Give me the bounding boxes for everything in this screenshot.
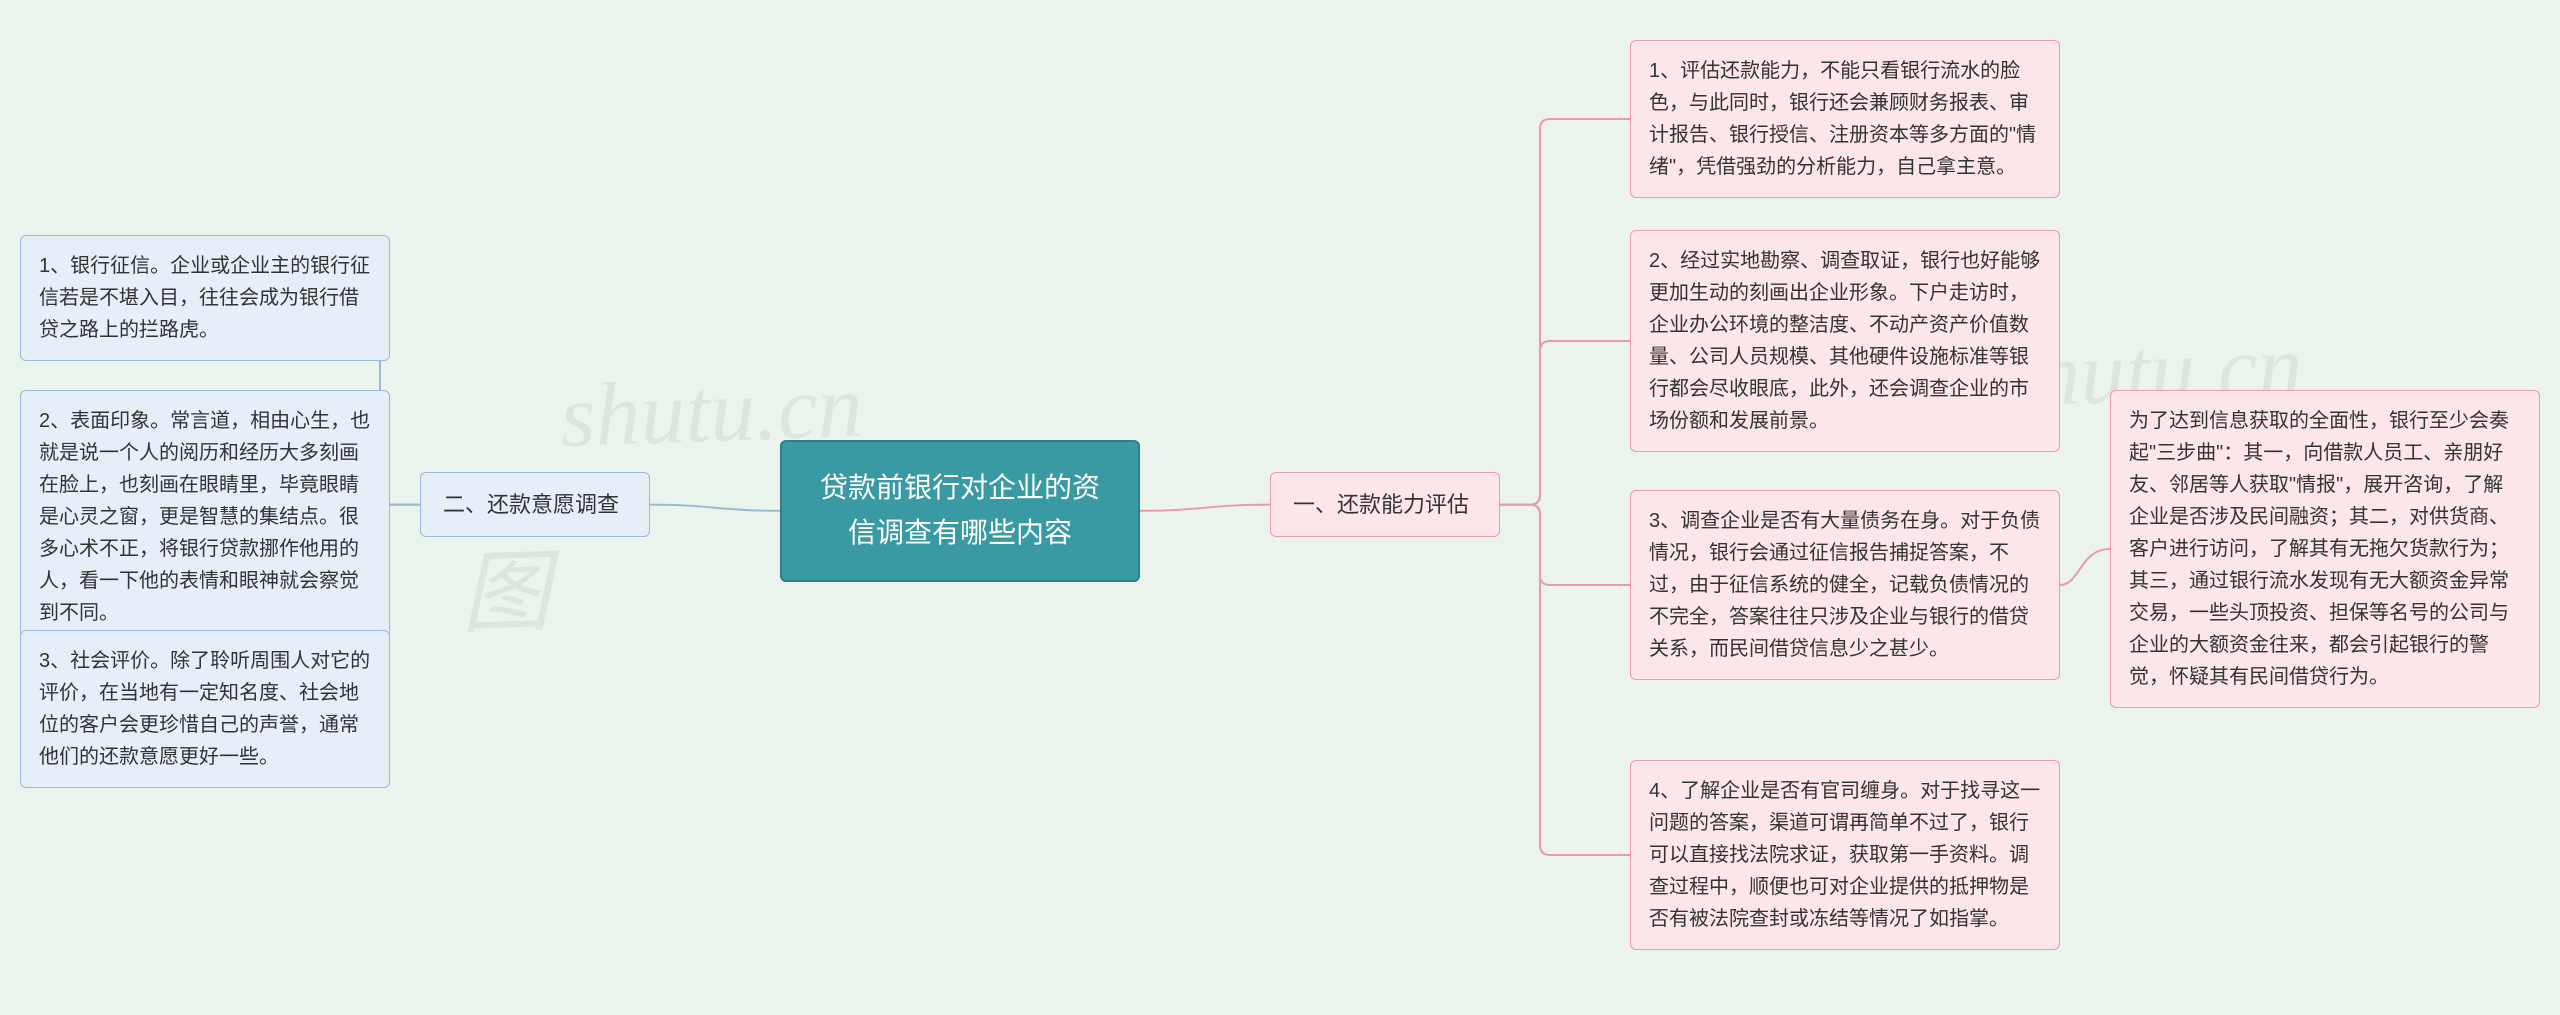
leaf-right-2: 2、经过实地勘察、调查取证，银行也好能够更加生动的刻画出企业形象。下户走访时，企… bbox=[1630, 230, 2060, 452]
leaf-left-1: 1、银行征信。企业或企业主的银行征信若是不堪入目，往往会成为银行借贷之路上的拦路… bbox=[20, 235, 390, 361]
mindmap-center-node: 贷款前银行对企业的资信调查有哪些内容 bbox=[780, 440, 1140, 582]
branch-repayment-ability: 一、还款能力评估 bbox=[1270, 472, 1500, 537]
leaf-right-1: 1、评估还款能力，不能只看银行流水的脸色，与此同时，银行还会兼顾财务报表、审计报… bbox=[1630, 40, 2060, 198]
leaf-right-3: 3、调查企业是否有大量债务在身。对于负债情况，银行会通过征信报告捕捉答案，不过，… bbox=[1630, 490, 2060, 680]
leaf-right-3-1: 为了达到信息获取的全面性，银行至少会奏起"三步曲"：其一，向借款人员工、亲朋好友… bbox=[2110, 390, 2540, 708]
watermark: 图 bbox=[458, 518, 552, 651]
branch-repayment-willingness: 二、还款意愿调查 bbox=[420, 472, 650, 537]
leaf-left-3: 3、社会评价。除了聆听周围人对它的评价，在当地有一定知名度、社会地位的客户会更珍… bbox=[20, 630, 390, 788]
leaf-right-4: 4、了解企业是否有官司缠身。对于找寻这一问题的答案，渠道可谓再简单不过了，银行可… bbox=[1630, 760, 2060, 950]
leaf-left-2: 2、表面印象。常言道，相由心生，也就是说一个人的阅历和经历大多刻画在脸上，也刻画… bbox=[20, 390, 390, 644]
